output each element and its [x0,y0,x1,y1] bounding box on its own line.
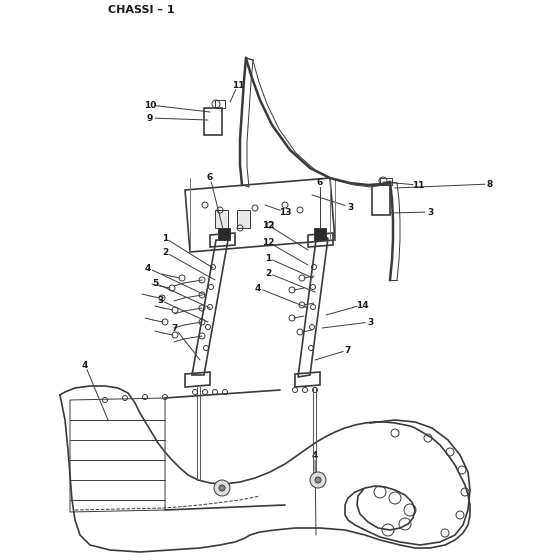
Polygon shape [218,228,230,240]
Text: 11: 11 [412,180,424,189]
Polygon shape [314,228,326,240]
Text: 10: 10 [144,100,156,110]
Text: 3: 3 [367,318,373,326]
Text: 3: 3 [427,208,433,217]
Text: 12: 12 [262,237,274,246]
Text: 7: 7 [172,324,178,333]
Text: 5: 5 [152,278,158,287]
Text: 13: 13 [279,208,291,217]
Text: 1: 1 [162,234,168,242]
Text: 3: 3 [347,203,353,212]
Text: 6: 6 [317,178,323,186]
Text: CHASSI – 1: CHASSI – 1 [108,5,175,15]
Text: 11: 11 [232,81,244,90]
Text: 1: 1 [265,254,271,263]
Polygon shape [215,210,228,228]
Text: 4: 4 [82,361,88,370]
Text: 6: 6 [207,172,213,181]
Text: 2: 2 [265,268,271,278]
Text: 4: 4 [255,283,261,292]
Text: 8: 8 [487,180,493,189]
Text: 2: 2 [162,248,168,256]
Text: 4: 4 [312,450,318,460]
Circle shape [310,472,326,488]
Text: 4: 4 [145,264,151,273]
Circle shape [219,485,225,491]
Circle shape [315,477,321,483]
Circle shape [214,480,230,496]
Polygon shape [237,210,250,228]
Text: 9: 9 [147,114,153,123]
Text: 12: 12 [262,221,274,230]
Text: 3: 3 [157,296,163,305]
Text: 14: 14 [356,301,368,310]
Text: 7: 7 [345,346,351,354]
